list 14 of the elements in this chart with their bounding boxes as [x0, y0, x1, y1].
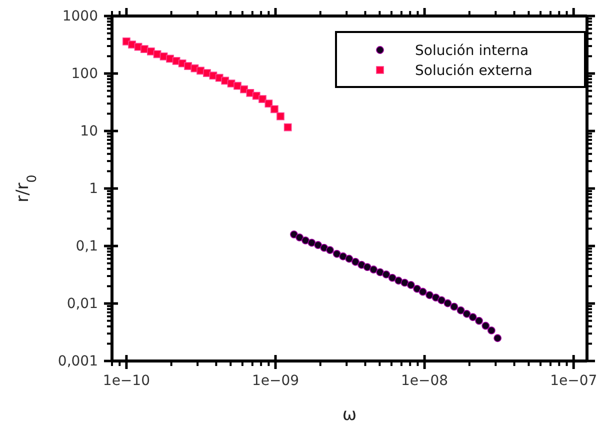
legend-label: Solución externa — [415, 63, 532, 79]
x-tick-label: 1e−08 — [401, 372, 448, 389]
y-tick-label: 10 — [80, 123, 98, 140]
legend-label: Solución interna — [415, 43, 529, 59]
y-tick-label: 1000 — [62, 8, 98, 24]
y-tick-label: 1 — [89, 180, 98, 197]
y-tick-label: 0,1 — [76, 238, 98, 254]
x-tick-label: 1e−09 — [252, 372, 300, 389]
y-tick-label: 0,001 — [58, 353, 98, 370]
x-tick-label: 1e−10 — [102, 372, 150, 389]
y-tick-label: 100 — [71, 66, 98, 82]
y-tick-label: 0,01 — [66, 296, 98, 312]
x-axis-title: ω — [342, 405, 357, 425]
x-tick-label: 1e−07 — [550, 372, 598, 389]
